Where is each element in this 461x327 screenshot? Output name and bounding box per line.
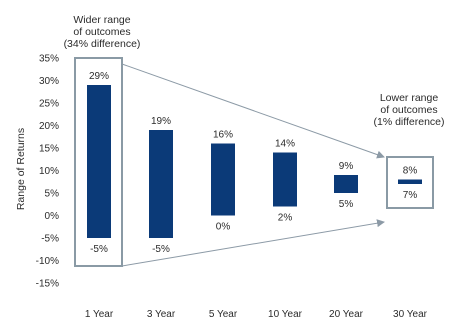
low-label-10-year: 2%: [278, 213, 293, 224]
y-tick-label: 20%: [39, 121, 59, 132]
high-label-30-year: 8%: [403, 166, 418, 177]
low-label-3-year: -5%: [152, 244, 170, 255]
y-tick-label: -15%: [36, 279, 59, 290]
low-label-20-year: 5%: [339, 199, 354, 210]
y-tick-label: 25%: [39, 99, 59, 110]
low-label-1-year: -5%: [90, 244, 108, 255]
y-tick-label: -5%: [41, 234, 59, 245]
bar-30-year: [398, 179, 422, 184]
bars: 29% -5% 19% -5% 16% 0% 14% 2% 9% 5% 8% 7%: [87, 71, 422, 255]
lower-funnel-arrow: [121, 219, 385, 267]
y-axis: 35% 30% 25% 20% 15% 10% 5% 0% -5% -10% -15%: [36, 54, 59, 290]
high-label-5-year: 16%: [213, 130, 233, 141]
y-tick-label: 30%: [39, 76, 59, 87]
annotation-right-line-2: of outcomes: [380, 104, 437, 116]
bar-20-year: [334, 175, 358, 193]
x-tick-label: 10 Year: [268, 309, 303, 320]
high-label-1-year: 29%: [89, 71, 109, 82]
y-tick-label: 10%: [39, 166, 59, 177]
high-label-3-year: 19%: [151, 116, 171, 127]
x-tick-label: 20 Year: [329, 309, 364, 320]
upper-funnel-arrow: [121, 63, 385, 159]
y-tick-label: 35%: [39, 54, 59, 65]
low-label-5-year: 0%: [216, 222, 231, 233]
x-tick-label: 3 Year: [147, 309, 176, 320]
bar-1-year: [87, 85, 111, 238]
annotation-right-line-3: (1% difference): [373, 116, 444, 128]
bar-5-year: [211, 143, 235, 216]
y-tick-label: 0%: [45, 211, 60, 222]
highlight-box-30-year: [386, 156, 434, 209]
x-tick-label: 30 Year: [393, 309, 428, 320]
high-label-20-year: 9%: [339, 161, 354, 172]
highlight-box-1-year: [74, 57, 123, 267]
y-axis-title: Range of Returns: [15, 128, 27, 210]
y-tick-label: -10%: [36, 256, 59, 267]
bar-3-year: [149, 130, 173, 238]
x-axis: 1 Year 3 Year 5 Year 10 Year 20 Year 30 Year: [85, 309, 428, 320]
x-tick-label: 1 Year: [85, 309, 114, 320]
high-label-10-year: 14%: [275, 139, 295, 150]
annotation-left-line-1: Wider range: [73, 14, 130, 26]
y-tick-label: 5%: [45, 189, 60, 200]
bar-10-year: [273, 152, 297, 207]
annotation-left-line-2: of outcomes: [73, 26, 130, 38]
x-tick-label: 5 Year: [209, 309, 238, 320]
y-tick-label: 15%: [39, 144, 59, 155]
annotation-right-line-1: Lower range: [380, 92, 439, 104]
annotation-left-line-3: (34% difference): [64, 38, 141, 50]
low-label-30-year: 7%: [403, 190, 418, 201]
